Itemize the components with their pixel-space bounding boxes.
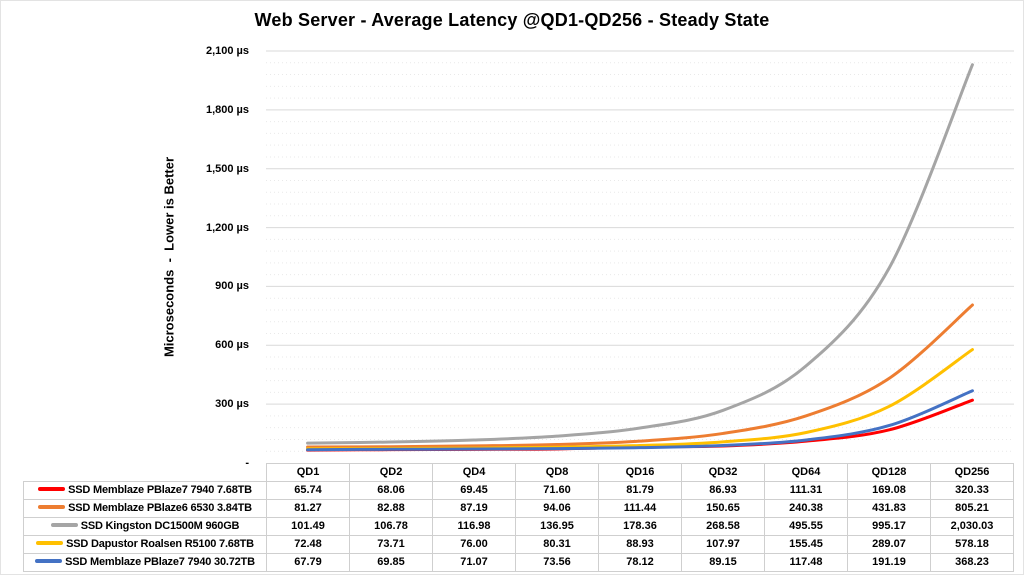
value-cell: 431.83 [847, 499, 931, 518]
value-cell: 81.27 [266, 499, 350, 518]
table-row: SSD Memblaze PBlaze7 7940 7.68TB 65.74 68.… [23, 481, 1014, 500]
value-cell: 268.58 [681, 517, 765, 536]
y-tick-label: 900 µs [215, 280, 249, 293]
legend-cell: SSD Memblaze PBlaze6 6530 3.84TB [23, 499, 267, 518]
series-swatch-icon [38, 487, 66, 492]
value-cell: 136.95 [515, 517, 599, 536]
qd-header-cell: QD4 [432, 463, 516, 482]
series-line-2 [306, 63, 974, 445]
minor-gridlines [266, 62, 1014, 452]
legend-cell: SSD Dapustor Roalsen R5100 7.68TB [23, 535, 267, 554]
chart-title: Web Server - Average Latency @QD1-QD256 … [254, 10, 770, 30]
series-swatch-icon [35, 559, 63, 564]
series-line-4 [306, 389, 974, 452]
value-cell: 150.65 [681, 499, 765, 518]
y-tick-label: 1,500 µs [205, 162, 249, 175]
value-cell: 87.19 [432, 499, 516, 518]
value-cell: 169.08 [847, 481, 931, 500]
value-cell: 73.71 [349, 535, 433, 554]
value-cell: 80.31 [515, 535, 599, 554]
value-cell: 117.48 [764, 553, 848, 572]
value-cell: 178.36 [598, 517, 682, 536]
legend-cell: SSD Memblaze PBlaze7 7940 30.72TB [23, 553, 267, 572]
series-label: SSD Dapustor Roalsen R5100 7.68TB [66, 538, 254, 550]
qd-header-cell: QD16 [598, 463, 682, 482]
value-cell: 86.93 [681, 481, 765, 500]
qd-header-cell: QD32 [681, 463, 765, 482]
value-cell: 107.97 [681, 535, 765, 554]
value-cell: 495.55 [764, 517, 848, 536]
series-swatch-icon [38, 505, 66, 510]
value-cell: 101.49 [266, 517, 350, 536]
value-cell: 368.23 [930, 553, 1014, 572]
data-table: QD1 QD2 QD4 QD8 QD16 QD32 QD64 QD128 QD256 SSD M… [23, 463, 1014, 572]
y-tick-label: 600 µs [215, 339, 249, 352]
value-cell: 995.17 [847, 517, 931, 536]
table-row: SSD Kingston DC1500M 960GB 101.49 106.78 11… [23, 517, 1014, 536]
legend-cell: SSD Memblaze PBlaze7 7940 7.68TB [23, 481, 267, 500]
value-cell: 69.85 [349, 553, 433, 572]
series-swatch-icon [50, 523, 78, 528]
series-label: SSD Kingston DC1500M 960GB [80, 520, 240, 532]
value-cell: 320.33 [930, 481, 1014, 500]
series-label: SSD Memblaze PBlaze6 6530 3.84TB [68, 502, 252, 514]
qd-header-cell: QD2 [349, 463, 433, 482]
value-cell: 88.93 [598, 535, 682, 554]
value-cell: 69.45 [432, 481, 516, 500]
major-gridlines [266, 50, 1014, 405]
value-cell: 2,030.03 [930, 517, 1014, 536]
series-label: SSD Memblaze PBlaze7 7940 30.72TB [65, 556, 255, 568]
value-cell: 116.98 [432, 517, 516, 536]
value-cell: 81.79 [598, 481, 682, 500]
table-row: SSD Memblaze PBlaze6 6530 3.84TB 81.27 82.… [23, 499, 1014, 518]
value-cell: 805.21 [930, 499, 1014, 518]
value-cell: 82.88 [349, 499, 433, 518]
value-cell: 78.12 [598, 553, 682, 572]
legend-cell: SSD Kingston DC1500M 960GB [23, 517, 267, 536]
series-swatch-icon [36, 541, 64, 546]
value-cell: 240.38 [764, 499, 848, 518]
y-tick-label: 1,800 µs [205, 103, 249, 116]
value-cell: 68.06 [349, 481, 433, 500]
qd-header-cell: QD128 [847, 463, 931, 482]
table-row: SSD Dapustor Roalsen R5100 7.68TB 72.48 73… [23, 535, 1014, 554]
table-corner-blank [24, 464, 267, 482]
y-tick-label: 300 µs [215, 398, 249, 411]
value-cell: 67.79 [266, 553, 350, 572]
value-cell: 65.74 [266, 481, 350, 500]
value-cell: 71.60 [515, 481, 599, 500]
value-cell: 94.06 [515, 499, 599, 518]
table-row: SSD Memblaze PBlaze7 7940 30.72TB 67.79 69… [23, 553, 1014, 572]
value-cell: 578.18 [930, 535, 1014, 554]
table-header-row: QD1 QD2 QD4 QD8 QD16 QD32 QD64 QD128 QD256 [24, 463, 1014, 482]
value-cell: 76.00 [432, 535, 516, 554]
value-cell: 289.07 [847, 535, 931, 554]
value-cell: 111.31 [764, 481, 848, 500]
value-cell: 73.56 [515, 553, 599, 572]
series-label: SSD Memblaze PBlaze7 7940 7.68TB [68, 484, 252, 496]
value-cell: 191.19 [847, 553, 931, 572]
qd-header-cell: QD256 [930, 463, 1014, 482]
value-cell: 71.07 [432, 553, 516, 572]
y-tick-label: - [245, 457, 249, 469]
qd-header-cell: QD8 [515, 463, 599, 482]
value-cell: 89.15 [681, 553, 765, 572]
qd-header-cell: QD64 [764, 463, 848, 482]
series-lines [306, 63, 974, 452]
series-line-1 [306, 303, 974, 449]
qd-header-cell: QD1 [266, 463, 350, 482]
value-cell: 72.48 [266, 535, 350, 554]
value-cell: 155.45 [764, 535, 848, 554]
y-tick-label: 1,200 µs [205, 221, 249, 234]
value-cell: 106.78 [349, 517, 433, 536]
value-cell: 111.44 [598, 499, 682, 518]
y-tick-label: 2,100 µs [205, 45, 249, 57]
